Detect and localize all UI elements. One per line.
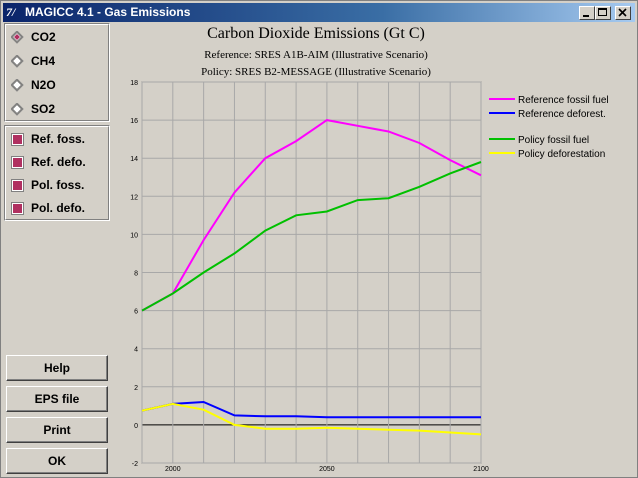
series-line-1 (141, 400, 481, 419)
y-tick-label: 2 (134, 385, 138, 392)
window-title: MAGICC 4.1 - Gas Emissions (25, 5, 191, 19)
legend-label: Reference deforest. (518, 109, 606, 120)
title-bar[interactable]: 7/ MAGICC 4.1 - Gas Emissions (3, 3, 635, 22)
y-tick-label: -2 (132, 461, 138, 468)
y-tick-label: 12 (130, 194, 138, 201)
x-tick-label: 2000 (165, 466, 181, 473)
gas-label: N2O (31, 78, 56, 92)
y-tick-label: 10 (130, 232, 138, 239)
checkbox-checked-icon (11, 179, 24, 192)
maximize-button[interactable] (595, 6, 611, 20)
toggle-label: Pol. defo. (31, 201, 85, 215)
radio-unselected-icon (11, 55, 24, 68)
checkbox-checked-icon (11, 156, 24, 169)
app-icon: 7/ (6, 5, 16, 19)
gas-label: CO2 (31, 30, 56, 44)
chart-title: Carbon Dioxide Emissions (Gt C) (207, 25, 425, 42)
series-line-2 (141, 161, 482, 312)
chart-subtitle-policy: Policy: SRES B2-MESSAGE (Illustrative Sc… (201, 66, 431, 78)
legend-label: Policy deforestation (518, 149, 605, 160)
series-line-3 (141, 402, 482, 436)
y-tick-label: 4 (134, 347, 138, 354)
legend-label: Policy fossil fuel (518, 135, 589, 146)
y-tick-label: 6 (134, 309, 138, 316)
toggle-label: Ref. defo. (31, 155, 86, 169)
emissions-chart: -2 0 2 4 6 8 10 12 14 16 18 2000 2050 2100 Reference f… (130, 80, 609, 473)
checkbox-checked-icon (11, 133, 24, 146)
x-tick-label: 2100 (473, 466, 489, 473)
gas-selector-panel: CO2 CH4 N2O SO2 (4, 23, 110, 122)
series-line-0 (141, 119, 482, 312)
ok-button[interactable]: OK (6, 448, 108, 474)
toggle-label: Ref. foss. (31, 132, 86, 146)
y-tick-label: 16 (130, 118, 138, 125)
radio-selected-icon (11, 31, 24, 44)
maximize-icon (598, 8, 607, 16)
help-button[interactable]: Help (6, 355, 108, 381)
close-button[interactable] (615, 6, 631, 20)
minimize-icon (583, 15, 589, 17)
y-tick-label: 0 (134, 423, 138, 430)
y-tick-label: 14 (130, 156, 138, 163)
radio-unselected-icon (11, 103, 24, 116)
toggle-label: Pol. foss. (31, 178, 85, 192)
chart-subtitle-reference: Reference: SRES A1B-AIM (Illustrative Sc… (204, 49, 428, 61)
checkbox-checked-icon (11, 202, 24, 215)
series-toggle-panel: Ref. foss. Ref. defo. Pol. foss. Pol. de… (4, 125, 110, 221)
print-button[interactable]: Print (6, 417, 108, 443)
y-tick-label: 8 (134, 271, 138, 278)
minimize-button[interactable] (579, 6, 595, 20)
gas-label: CH4 (31, 54, 56, 68)
radio-unselected-icon (11, 79, 24, 92)
gas-label: SO2 (31, 102, 56, 116)
legend-label: Reference fossil fuel (518, 95, 609, 106)
x-tick-label: 2050 (319, 466, 335, 473)
close-icon (618, 8, 627, 17)
chart-area: Carbon Dioxide Emissions (Gt C) Referenc… (113, 23, 637, 477)
y-tick-label: 18 (130, 80, 138, 87)
eps-file-button[interactable]: EPS file (6, 386, 108, 412)
